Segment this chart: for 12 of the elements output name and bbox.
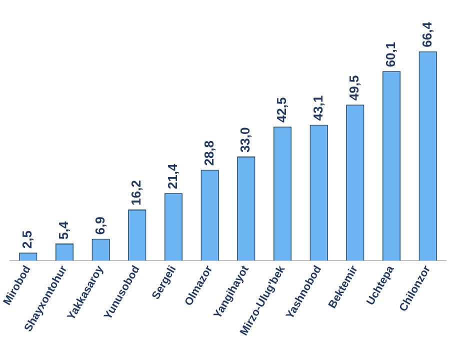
data-label: 6,9 <box>92 216 108 235</box>
data-label: 49,5 <box>346 75 362 101</box>
data-label: 16,2 <box>128 180 144 206</box>
data-label: 33,0 <box>238 127 253 153</box>
data-label: 2,5 <box>20 230 35 249</box>
data-label: 28,8 <box>201 140 216 166</box>
data-label: 21,4 <box>165 163 180 190</box>
data-label: 43,1 <box>310 95 326 121</box>
data-label: 42,5 <box>274 97 290 123</box>
data-label: 66,4 <box>419 21 434 48</box>
data-label: 60,1 <box>383 42 398 68</box>
data-label: 5,4 <box>56 220 72 240</box>
